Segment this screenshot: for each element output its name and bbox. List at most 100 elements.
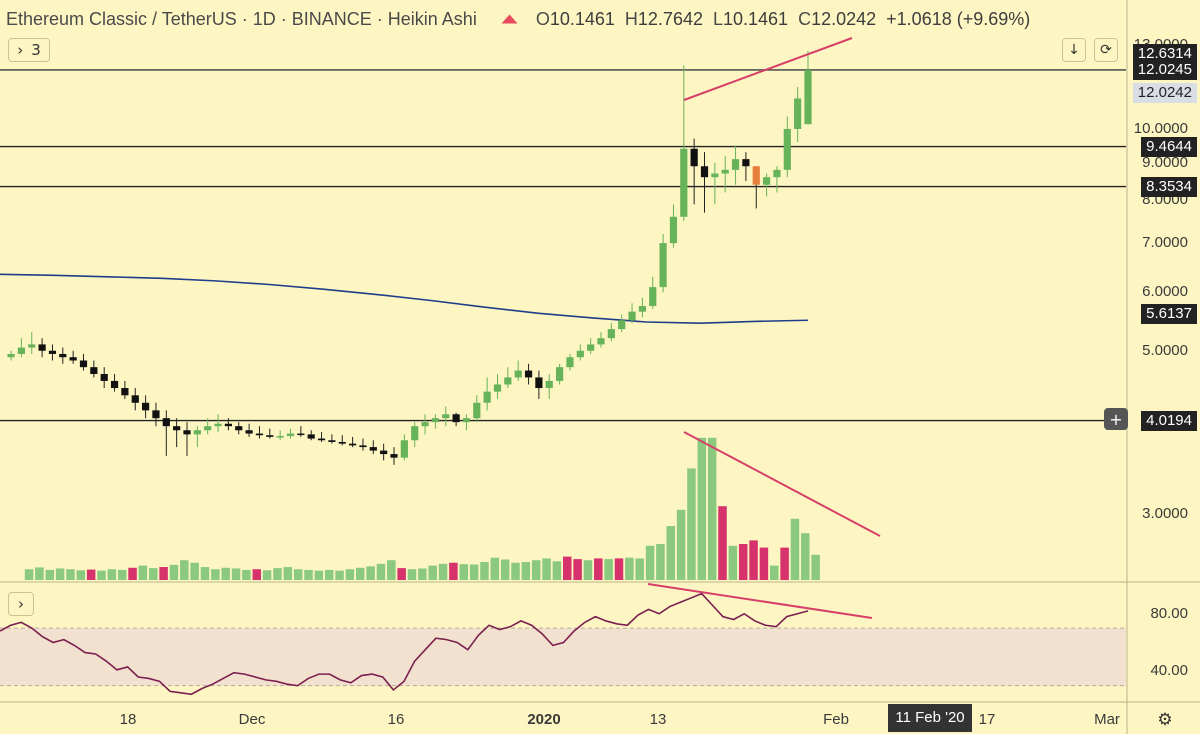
volume-bar <box>759 547 769 580</box>
candle-body <box>659 243 667 288</box>
volume-bar <box>242 569 251 580</box>
price-tick-label: 7.0000 <box>1142 234 1188 252</box>
volume-bar <box>635 558 644 580</box>
volume-bar <box>438 563 448 580</box>
volume-bar <box>604 559 613 580</box>
candle-body <box>69 357 77 361</box>
trendlines <box>647 37 881 619</box>
volume-bar <box>190 562 199 580</box>
volume-bar <box>314 570 324 580</box>
candle-body <box>587 344 595 351</box>
gear-icon: ⚙ <box>1157 710 1173 730</box>
volume-bar <box>149 568 158 580</box>
candle-body <box>690 148 698 167</box>
candle-body <box>17 347 25 354</box>
candle-body <box>731 159 740 170</box>
rsi-line <box>0 592 809 696</box>
candle-body <box>442 414 450 419</box>
change-value: +1.0618 (+9.69%) <box>886 8 1031 29</box>
candle-body <box>162 418 170 427</box>
volume-bar <box>563 556 572 580</box>
volume-bar <box>811 554 820 580</box>
price-tick-label: 9.0000 <box>1142 153 1188 171</box>
candle-body <box>452 414 460 423</box>
reset-chart-button[interactable]: ⟳ <box>1094 38 1118 62</box>
volume-bar <box>55 568 65 580</box>
volume-bar <box>449 562 458 580</box>
time-tick-label: Mar <box>1094 711 1120 728</box>
price-badge: 12.0245 <box>1132 59 1197 80</box>
time-tick-label: 16 <box>387 711 405 728</box>
volume-bar <box>521 562 531 580</box>
candle-body <box>783 128 791 170</box>
volume-bar <box>780 547 789 580</box>
expand-rsi-button[interactable]: › <box>8 592 34 616</box>
volume-bar <box>262 570 272 580</box>
candle-body <box>7 353 15 358</box>
candle-body <box>773 169 781 178</box>
chevron-right-icon: › <box>18 595 24 613</box>
open-value: 10.1461 <box>549 8 615 29</box>
candle-body <box>493 384 502 392</box>
settings-button[interactable]: ⚙ <box>1152 708 1178 732</box>
candle-body <box>400 440 408 458</box>
candle-body <box>79 360 88 368</box>
candle-body <box>607 329 615 339</box>
volume-bar <box>35 567 44 580</box>
candle-body <box>131 395 139 403</box>
time-tick-label: Feb <box>823 711 849 728</box>
candle-body <box>742 159 750 167</box>
candle-body <box>524 370 533 378</box>
volume-bar <box>656 544 665 580</box>
candle-body <box>359 445 367 448</box>
candle-body <box>804 70 812 125</box>
flag-icon[interactable] <box>501 14 518 24</box>
volume-bar <box>573 559 582 580</box>
candle-body <box>628 311 636 321</box>
price-badge: 8.3534 <box>1141 176 1197 197</box>
candle-body <box>90 367 98 374</box>
candle-body <box>152 410 160 419</box>
volume-bars <box>24 437 820 580</box>
candle-body <box>121 388 129 396</box>
volume-bar <box>770 565 779 580</box>
volume-bar <box>500 559 510 580</box>
volume-bar <box>676 509 686 580</box>
candle-body <box>142 402 150 411</box>
high-value: 12.7642 <box>637 8 703 29</box>
scroll-down-button[interactable]: ↓ <box>1062 38 1086 62</box>
price-tick-label: 3.0000 <box>1142 505 1188 523</box>
resistance-trendline <box>683 37 853 101</box>
volume-bar <box>738 544 748 580</box>
volume-bar <box>697 437 707 580</box>
candle-body <box>48 350 57 354</box>
candle-body <box>276 436 284 438</box>
candle-body <box>110 380 119 389</box>
volume-bar <box>252 569 262 580</box>
volume-bar <box>324 569 334 580</box>
time-tick-label: 17 <box>978 711 996 728</box>
price-badge: 12.0242 <box>1132 82 1197 103</box>
volume-bar <box>107 569 117 580</box>
plus-icon: + <box>1109 409 1123 429</box>
indicator-count: 3 <box>31 41 41 59</box>
volume-bar <box>407 569 417 580</box>
candle-body <box>411 426 419 441</box>
candle-body <box>328 440 336 442</box>
volume-bar <box>159 567 168 580</box>
volume-bar <box>531 560 541 580</box>
candle-body <box>649 287 657 307</box>
low-value: 10.1461 <box>723 8 789 29</box>
volume-bar <box>397 568 406 580</box>
volume-bar <box>552 561 562 580</box>
crosshair-button[interactable]: + <box>1104 408 1128 430</box>
volume-bar <box>180 560 189 580</box>
volume-bar <box>356 567 365 580</box>
collapse-indicators-button[interactable]: › 3 <box>8 38 50 62</box>
volume-bar <box>273 568 282 580</box>
volume-bar <box>283 567 293 580</box>
rsi-band-fill <box>0 628 1126 686</box>
chevron-right-icon: › <box>17 41 24 59</box>
time-tick-label: 13 <box>649 711 667 728</box>
